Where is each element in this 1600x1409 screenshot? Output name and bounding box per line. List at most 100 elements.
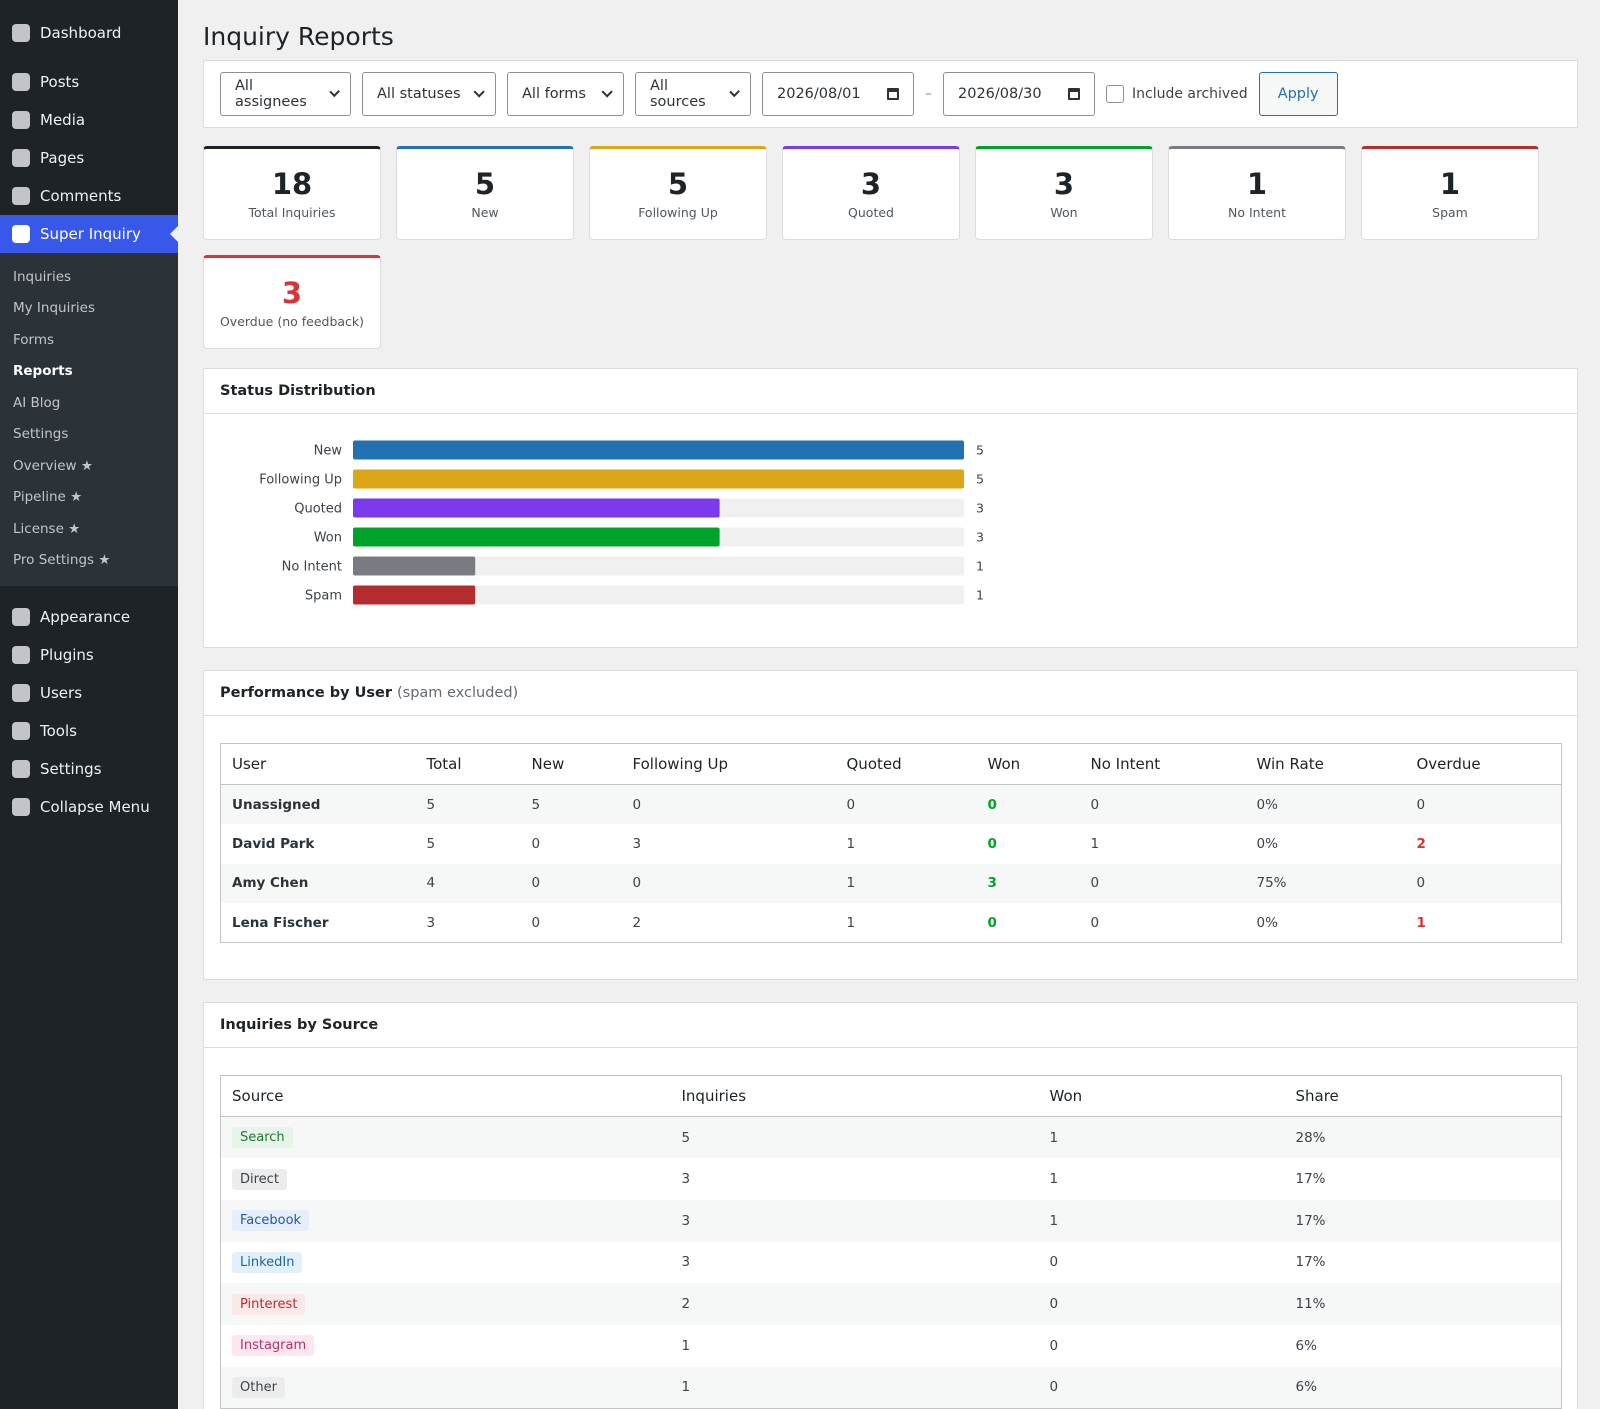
table-cell: Amy Chen <box>220 863 416 903</box>
table-cell: 1 <box>1049 1171 1059 1188</box>
menu-item[interactable]: Super Inquiry <box>0 215 178 253</box>
checkbox[interactable] <box>1106 85 1124 103</box>
submenu-item[interactable]: Pro Settings ★ <box>13 552 111 569</box>
menu-item[interactable]: Settings <box>0 750 178 788</box>
menu-item[interactable]: Media <box>0 101 178 139</box>
menu-label: Tools <box>40 722 77 740</box>
stat-value: 1 <box>1246 167 1268 201</box>
panel-note: (spam excluded) <box>397 685 519 701</box>
bar-label: No Intent <box>282 560 342 575</box>
column-header: Inquiries <box>670 1075 1039 1117</box>
date-input[interactable]: 2026/08/01 <box>762 72 914 116</box>
filter-bar: All assignees All statuses All forms All so… <box>203 60 1578 128</box>
submenu-item[interactable]: Reports <box>13 363 73 380</box>
table-cell: 5 <box>415 784 521 824</box>
submenu-item[interactable]: My Inquiries <box>13 300 95 317</box>
table-cell: 0 <box>1049 1337 1059 1354</box>
stat-label: No Intent <box>1228 205 1286 220</box>
submenu-item[interactable]: Settings <box>13 426 69 443</box>
menu-label: Collapse Menu <box>40 798 150 816</box>
menu-item[interactable]: Posts <box>0 63 178 101</box>
menu-item[interactable]: Comments <box>0 177 178 215</box>
stat-label: Spam <box>1432 205 1468 220</box>
table-cell: Unassigned <box>220 784 416 824</box>
table-cell: Facebook <box>220 1199 671 1242</box>
table-cell: David Park <box>232 835 315 852</box>
table-row: Other 1 0 6% <box>220 1366 1562 1409</box>
column-header: Total <box>415 743 521 785</box>
source-tag: Instagram <box>232 1335 315 1357</box>
table-cell: 0 <box>531 914 541 931</box>
menu-label: Media <box>40 111 86 129</box>
menu-item[interactable]: Dashboard <box>0 14 178 52</box>
column-header: Share <box>1284 1075 1562 1117</box>
submenu-item[interactable]: Inquiries <box>13 268 72 285</box>
select-label: All forms <box>522 86 586 102</box>
column-header: Won <box>976 743 1080 785</box>
table-cell: 1 <box>681 1337 691 1354</box>
stat-card: 3 Won <box>975 146 1153 240</box>
stat-value: 3 <box>281 276 303 310</box>
stat-label: Following Up <box>638 205 718 220</box>
column-header: Quoted <box>835 743 977 785</box>
filter-select[interactable]: All statuses <box>362 72 496 116</box>
panel-title: Inquiries by Source <box>204 1003 1577 1048</box>
menu-item[interactable]: Tools <box>0 712 178 750</box>
bar <box>353 469 964 489</box>
calendar-icon <box>1068 88 1080 100</box>
table-cell: 0% <box>1245 784 1406 824</box>
table-cell: 3 <box>670 1199 1039 1242</box>
stat-card: 3 Quoted <box>782 146 960 240</box>
table-cell: 0 <box>1079 863 1246 903</box>
filter-select[interactable]: All assignees <box>220 72 351 116</box>
column-header: User <box>220 743 416 785</box>
bar-label: New <box>314 444 343 459</box>
table-cell: 0 <box>1405 784 1562 824</box>
bar-label: Won <box>314 531 342 546</box>
table-row: Direct 3 1 17% <box>221 1158 1562 1200</box>
table-cell: 3 <box>426 914 436 931</box>
menu-item[interactable]: Pages <box>0 139 178 177</box>
menu-icon <box>12 722 30 740</box>
submenu-item[interactable]: Pipeline ★ <box>13 489 83 506</box>
menu-icon <box>12 225 30 243</box>
table-cell: 17% <box>1295 1254 1326 1271</box>
table-cell: 1 <box>1090 835 1100 852</box>
table-row: Instagram 1 0 6% <box>221 1325 1562 1367</box>
date-input[interactable]: 2026/08/30 <box>943 72 1095 116</box>
submenu-item[interactable]: Overview ★ <box>13 457 93 474</box>
data-table: Source Inquiries Won Share Search 5 1 28% Direct… <box>220 1075 1562 1409</box>
table-row: Facebook 3 1 17% <box>220 1199 1562 1242</box>
source-tag: Search <box>232 1127 293 1149</box>
table-cell: 3 <box>976 863 1080 903</box>
table-row: Unassigned 5 5 0 0 0 0 0% 0 <box>220 784 1562 824</box>
header-row: User Total New Following Up Quoted Won No Inte… <box>220 743 1562 785</box>
menu-icon <box>12 608 30 626</box>
menu-icon <box>12 684 30 702</box>
stat-value: 3 <box>860 167 882 201</box>
table-cell: 2 <box>632 914 642 931</box>
stat-label: Quoted <box>848 205 894 220</box>
menu-icon <box>12 149 30 167</box>
source-tag: Direct <box>232 1168 287 1190</box>
filter-select[interactable]: All sources <box>635 72 751 116</box>
submenu-item[interactable]: Forms <box>13 331 55 348</box>
submenu-item[interactable]: AI Blog <box>13 394 61 411</box>
menu-label: Super Inquiry <box>40 225 141 243</box>
filter-select[interactable]: All forms <box>507 72 624 116</box>
menu-item[interactable]: Plugins <box>0 636 178 674</box>
stat-cards: 18 Total Inquiries 5 New 5 Following Up 3 Quote… <box>203 146 1583 349</box>
table-cell: 0 <box>621 784 836 824</box>
bar <box>353 556 476 576</box>
apply-button[interactable]: Apply <box>1258 72 1338 116</box>
archived-checkbox[interactable]: Include archived <box>1106 85 1248 103</box>
table-head: Source Inquiries Won Share <box>220 1075 1562 1117</box>
bar-value: 5 <box>976 472 984 487</box>
data-table: User Total New Following Up Quoted Won No Inte… <box>220 743 1562 943</box>
submenu-item[interactable]: License ★ <box>13 520 81 537</box>
menu-item[interactable]: Users <box>0 674 178 712</box>
menu-item[interactable]: Appearance <box>0 598 178 636</box>
table-cell: 1 <box>1038 1116 1285 1159</box>
menu-item[interactable]: Collapse Menu <box>0 788 178 826</box>
table-cell: 5 <box>670 1116 1039 1159</box>
